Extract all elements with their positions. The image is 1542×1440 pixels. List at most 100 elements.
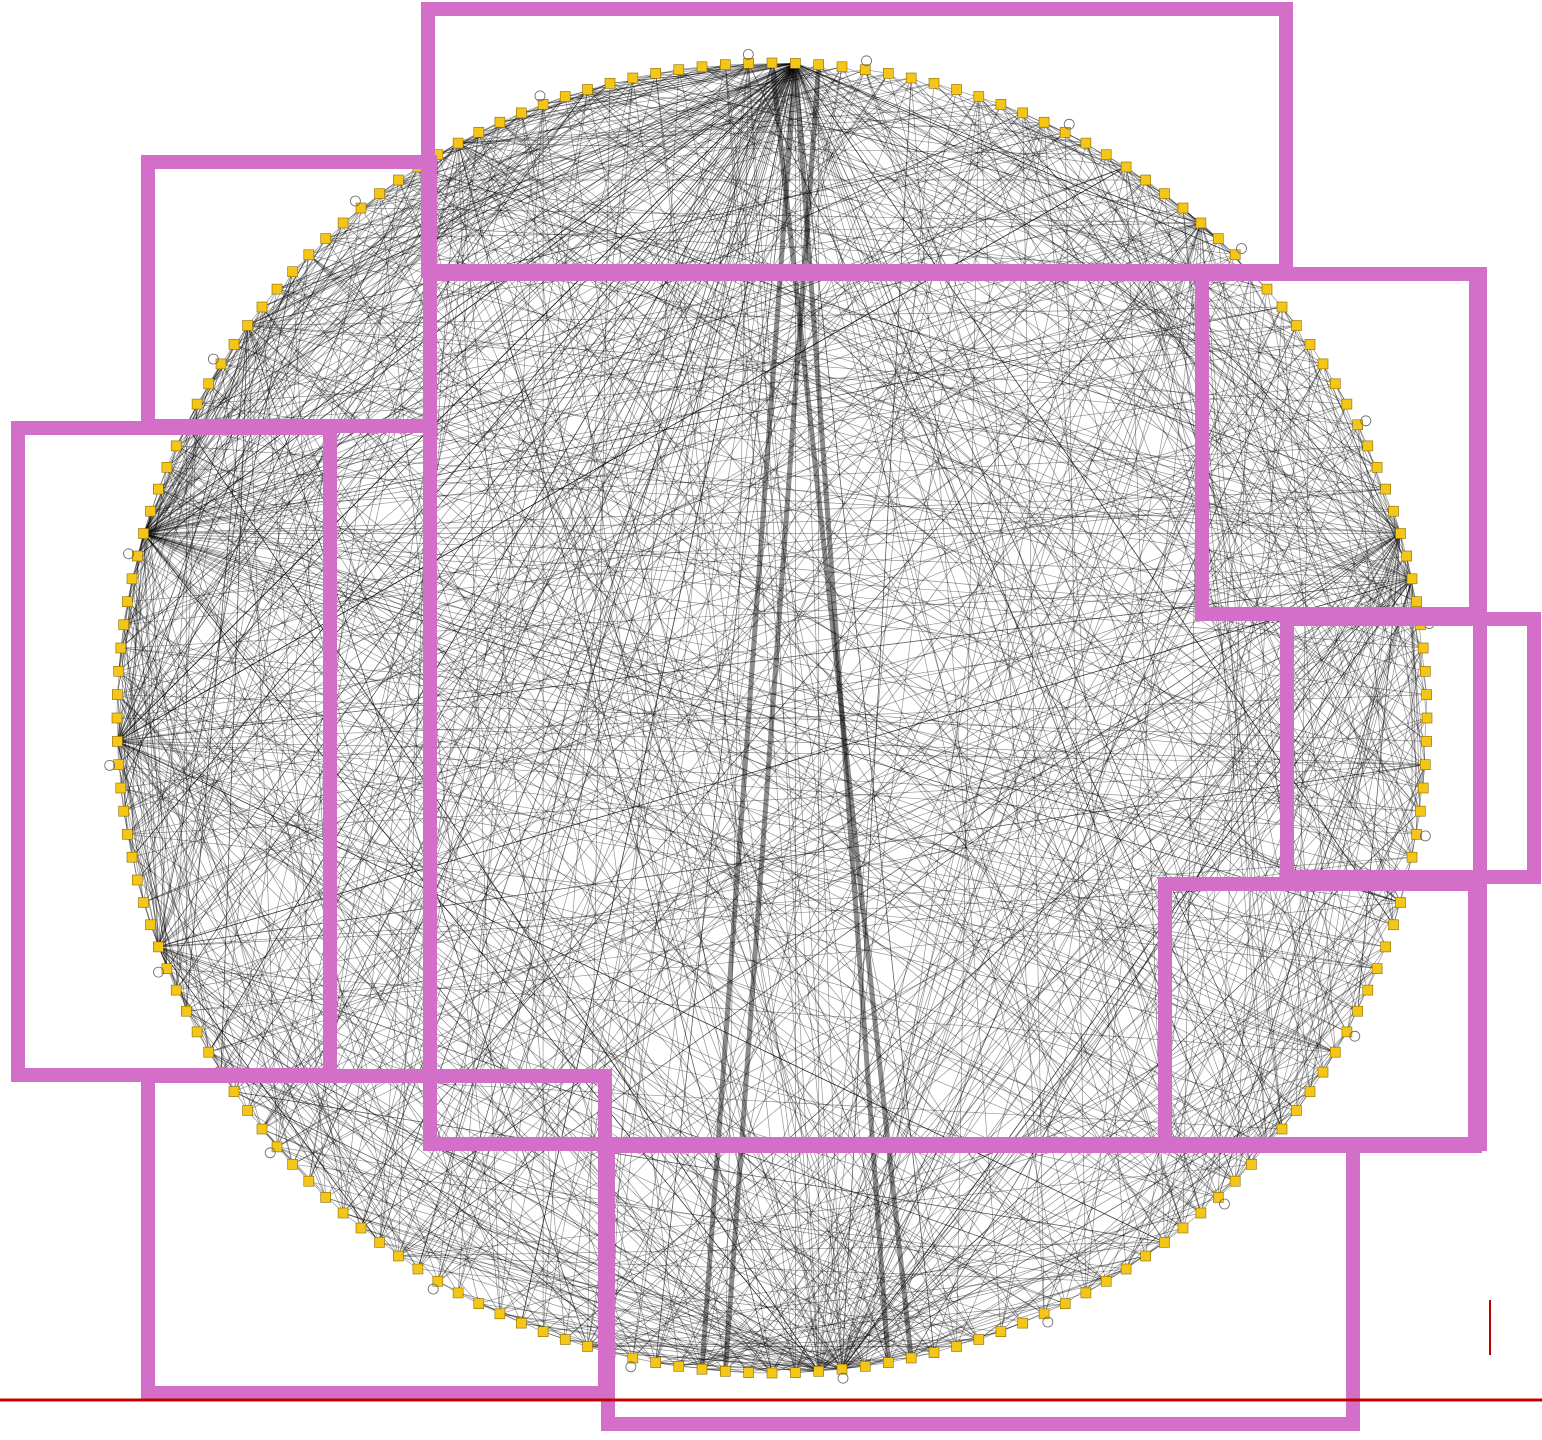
graph-edge	[118, 63, 796, 765]
graph-node	[1140, 174, 1151, 186]
graph-edge	[123, 325, 248, 812]
graph-edge	[292, 271, 1202, 1214]
graph-edge	[379, 63, 796, 1243]
graph-edge	[795, 63, 1421, 812]
graph-edge	[655, 1255, 1146, 1363]
graph-edge	[398, 717, 1428, 1257]
graph-edge	[379, 122, 1045, 1243]
graph-edge	[499, 63, 796, 123]
graph-edge	[701, 902, 1401, 1370]
graph-edge	[1322, 363, 1413, 579]
graph-node	[515, 1317, 527, 1329]
graph-edge	[208, 66, 843, 1053]
graph-edge	[208, 1051, 566, 1340]
graph-edge	[220, 254, 310, 1073]
graph-edge	[143, 344, 235, 534]
graph-edge	[247, 325, 703, 1370]
graph-edge	[118, 62, 773, 672]
graph-edge	[1182, 207, 1236, 256]
graph-edge	[261, 73, 889, 1130]
graph-edge	[143, 112, 1023, 534]
graph-edge	[261, 63, 796, 308]
graph-edge	[143, 533, 773, 1374]
graph-edge	[276, 467, 1378, 1148]
graph-edge	[143, 533, 1202, 1214]
graph-node	[1177, 202, 1189, 214]
graph-edge	[379, 66, 843, 194]
graph-edge	[888, 73, 1324, 365]
graph-node	[170, 984, 182, 996]
graph-edge	[520, 112, 680, 1367]
graph-edge	[818, 83, 935, 1372]
graph-edge	[131, 63, 796, 858]
graph-edge	[360, 103, 1001, 209]
graph-node	[1415, 805, 1426, 817]
graph-edge	[158, 946, 380, 1243]
graph-edge	[910, 77, 1426, 765]
graph-edge	[166, 467, 843, 1370]
graph-edge	[1164, 834, 1417, 1243]
graph-edge	[143, 533, 210, 1053]
graph-edge	[1085, 902, 1401, 1294]
graph-edge	[1064, 1180, 1236, 1304]
graph-edge	[120, 63, 796, 649]
graph-edge	[701, 89, 957, 1370]
graph-edge	[887, 73, 1202, 1214]
graph-edge	[818, 64, 1348, 405]
graph-edge	[143, 112, 522, 534]
graph-edge	[143, 533, 819, 1372]
graph-edge	[1346, 968, 1378, 1033]
graph-edge	[1022, 112, 1359, 1012]
graph-node	[1417, 642, 1429, 654]
graph-edge	[911, 1128, 1283, 1359]
graph-edge	[196, 112, 522, 405]
graph-edge	[276, 63, 796, 1148]
graph-edge	[157, 271, 293, 947]
graph-edge	[543, 1268, 1127, 1333]
graph-edge	[841, 403, 1348, 1370]
graph-node	[928, 1347, 940, 1358]
graph-edge	[131, 63, 796, 858]
graph-edge	[276, 288, 1394, 512]
graph-node	[228, 1086, 240, 1097]
graph-edge	[437, 66, 843, 156]
graph-edge	[841, 601, 1417, 1370]
graph-edge	[143, 142, 459, 534]
graph-edge	[233, 142, 1086, 345]
graph-edge	[911, 77, 1146, 181]
graph-edge	[143, 533, 1358, 1012]
graph-edge	[118, 671, 263, 1130]
graph-edge	[143, 179, 399, 534]
graph-edge	[276, 96, 979, 290]
graph-edge	[158, 488, 1401, 903]
graph-edge	[587, 207, 1184, 1347]
graph-edge	[795, 63, 1184, 1229]
graph-edge	[478, 132, 1268, 1148]
graph-node	[138, 897, 149, 908]
graph-edge	[120, 383, 210, 789]
graph-edge	[325, 154, 1107, 1198]
graph-edge	[978, 1313, 1045, 1340]
graph-edge	[127, 325, 248, 602]
graph-edge	[276, 142, 1086, 290]
graph-edge	[360, 1227, 773, 1374]
graph-node	[813, 1366, 825, 1377]
graph-edge	[417, 1268, 1001, 1333]
graph-edge	[1234, 902, 1401, 1182]
graph-edge	[499, 121, 1417, 835]
graph-edge	[1085, 647, 1424, 1294]
graph-edge	[120, 647, 380, 1243]
graph-node	[696, 1363, 708, 1375]
graph-edge	[587, 555, 1407, 1347]
graph-edge	[158, 179, 1146, 948]
graph-edge	[292, 578, 1413, 1165]
graph-edge	[1406, 811, 1421, 881]
graph-node	[337, 1207, 349, 1219]
graph-node	[1246, 1159, 1257, 1170]
graph-edge	[123, 624, 773, 1374]
graph-node	[1213, 233, 1224, 244]
graph-edge	[143, 63, 749, 534]
graph-edge	[131, 578, 187, 1012]
graph-node	[719, 59, 731, 71]
graph-node	[111, 712, 123, 724]
